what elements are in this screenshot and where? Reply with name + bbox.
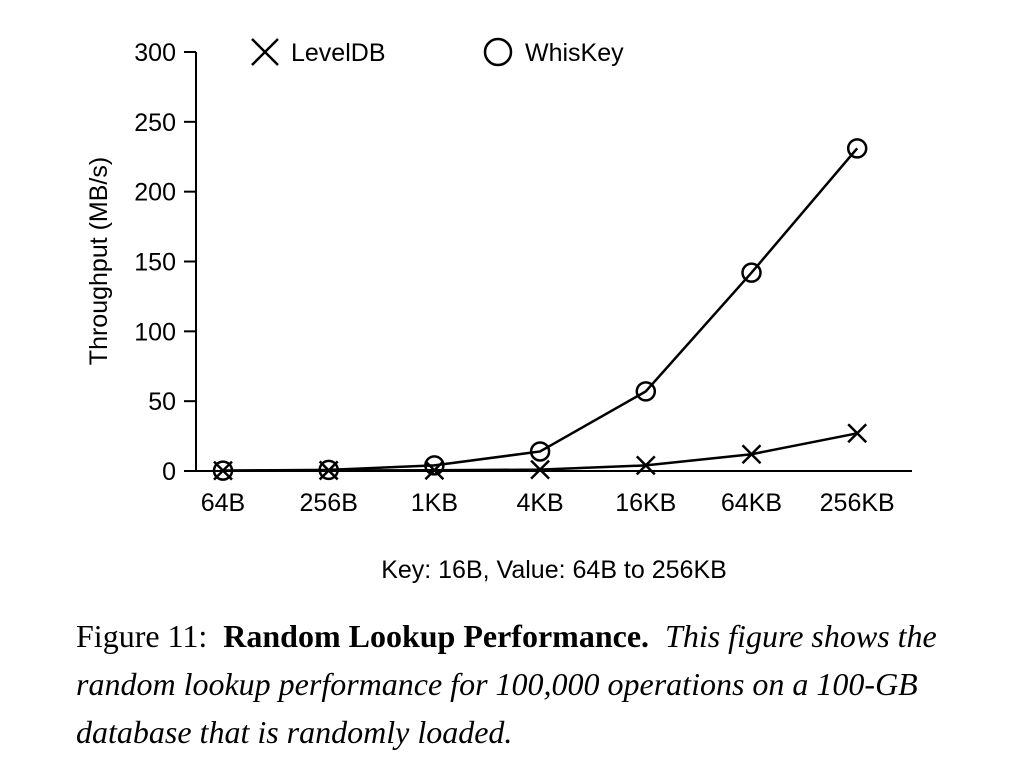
legend-label-whiskey: WhisKey xyxy=(525,39,624,67)
figure-title: Random Lookup Performance. xyxy=(223,618,650,654)
data-point-leveldb xyxy=(635,455,656,476)
x-tick-label: 256KB xyxy=(820,489,895,517)
legend-marker-leveldb xyxy=(251,38,279,66)
data-point-whiskey xyxy=(635,381,657,402)
y-tick-label: 250 xyxy=(134,109,176,137)
data-point-whiskey xyxy=(212,460,234,481)
legend-marker-whiskey xyxy=(483,37,513,67)
y-axis-label: Throughput (MB/s) xyxy=(85,157,113,365)
x-tick-label: 1KB xyxy=(411,489,458,517)
figure-caption: Figure 11: Random Lookup Performance. Th… xyxy=(76,612,956,756)
x-tick-label: 64KB xyxy=(721,489,782,517)
figure-description: This figure shows the random lookup perf… xyxy=(76,618,937,750)
y-tick-label: 100 xyxy=(134,318,176,346)
data-point-whiskey xyxy=(741,262,762,283)
x-tick-label: 256B xyxy=(300,489,358,517)
figure-number: Figure 11: xyxy=(76,618,208,654)
y-tick-label: 0 xyxy=(162,458,176,486)
y-tick-label: 200 xyxy=(134,179,176,207)
data-point-leveldb xyxy=(847,423,868,444)
data-point-whiskey xyxy=(846,138,868,159)
x-tick-label: 16KB xyxy=(615,489,676,517)
data-point-whiskey xyxy=(529,441,551,462)
data-point-leveldb xyxy=(741,444,762,465)
throughput-line-chart: 0 50 100 150 200 250 300 64B 256B 1KB 4KB 16KB 64KB… xyxy=(85,37,912,584)
legend: LevelDB WhisKey xyxy=(251,37,624,67)
series-line-whiskey xyxy=(222,147,859,472)
data-point-leveldb xyxy=(530,459,550,480)
data-point-whiskey xyxy=(424,455,445,476)
legend-label-leveldb: LevelDB xyxy=(291,39,386,67)
y-tick-label: 50 xyxy=(148,388,176,416)
x-axis-label: Key: 16B, Value: 64B to 256KB xyxy=(381,556,727,584)
x-tick-label: 4KB xyxy=(516,489,563,517)
data-point-whiskey xyxy=(318,459,339,481)
y-tick-label: 150 xyxy=(134,249,176,277)
y-tick-label: 300 xyxy=(134,39,176,67)
x-tick-label: 64B xyxy=(201,489,245,517)
